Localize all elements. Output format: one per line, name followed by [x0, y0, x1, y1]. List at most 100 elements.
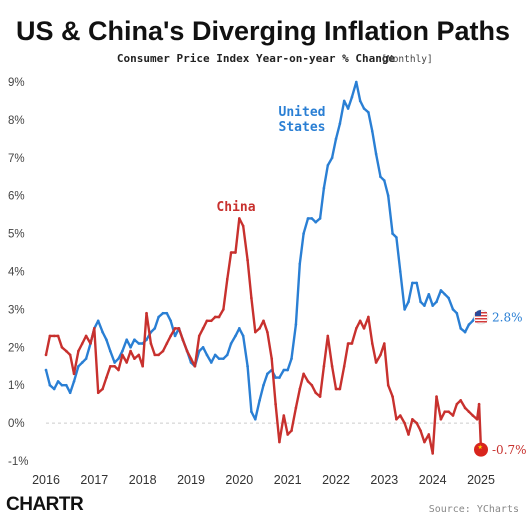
data-point: [395, 236, 398, 239]
series-line-china: [44, 217, 483, 455]
data-point: [367, 111, 370, 114]
x-tick-label: 2016: [32, 473, 60, 487]
data-point: [439, 289, 443, 292]
series-label-line: United: [279, 105, 326, 120]
data-point: [407, 433, 410, 436]
end-value-label-china: -0.7%: [492, 443, 526, 457]
x-tick-label: 2025: [467, 473, 495, 487]
data-point: [398, 270, 402, 273]
data-point: [355, 80, 358, 84]
data-point: [282, 414, 286, 417]
data-point: [411, 281, 414, 285]
end-value-label-united-states: 2.8%: [492, 310, 523, 324]
data-point: [181, 338, 185, 342]
data-point: [125, 361, 129, 364]
y-tick-label: 0%: [8, 418, 25, 430]
data-point: [201, 346, 205, 349]
data-point: [310, 383, 314, 387]
data-point: [451, 308, 455, 311]
data-point: [370, 342, 374, 345]
data-point: [419, 429, 422, 432]
x-tick-label: 2018: [129, 473, 157, 487]
series-line-united-states: [44, 80, 483, 421]
data-point: [133, 338, 136, 342]
data-point: [157, 353, 160, 357]
data-point: [391, 232, 394, 235]
data-point: [210, 361, 213, 364]
data-point: [330, 156, 334, 160]
data-point: [52, 334, 56, 338]
data-point: [302, 372, 305, 376]
data-point: [258, 399, 261, 402]
series-label-united-states: United States: [279, 105, 326, 135]
data-point: [173, 327, 177, 330]
data-point: [101, 330, 104, 334]
data-point: [306, 217, 310, 220]
data-point: [117, 357, 120, 360]
series-endpoints: 2.8% ★ -0.7%: [473, 309, 526, 457]
data-point: [68, 353, 72, 357]
x-tick-label: 2022: [322, 473, 350, 487]
chart-subtitle: Consumer Price Index Year-on-year % Chan…: [117, 52, 396, 65]
series-labels: United States China: [216, 105, 325, 215]
data-point: [108, 364, 112, 368]
data-point: [197, 349, 201, 353]
data-point: [398, 414, 402, 417]
chart-title: US & China's Diverging Inflation Paths: [16, 16, 510, 46]
data-point: [177, 327, 181, 330]
data-point: [241, 224, 245, 228]
data-point: [65, 349, 68, 353]
data-point: [52, 387, 56, 391]
brand-logo-text: CHARTR: [6, 494, 84, 515]
data-point: [229, 251, 233, 254]
data-point: [141, 364, 144, 368]
data-point: [77, 349, 80, 353]
data-point: [290, 429, 293, 432]
data-point: [403, 308, 406, 311]
data-point: [246, 364, 249, 368]
data-point: [210, 319, 213, 323]
data-point: [463, 330, 467, 334]
data-point: [447, 296, 450, 300]
x-tick-label: 2023: [370, 473, 398, 487]
brand-logo: CHARTR: [6, 494, 84, 515]
data-point: [121, 353, 124, 357]
data-point: [145, 311, 148, 315]
data-point: [101, 387, 104, 391]
data-point: [451, 414, 455, 417]
data-point: [157, 315, 160, 319]
data-point: [467, 410, 471, 414]
data-point: [217, 357, 221, 360]
data-point: [125, 338, 129, 342]
data-point: [165, 342, 169, 345]
series-label-line: States: [279, 120, 326, 135]
y-tick-label: 1%: [8, 380, 25, 392]
data-point: [423, 304, 426, 307]
data-point: [346, 107, 350, 110]
data-point: [108, 349, 112, 353]
data-point: [56, 334, 60, 338]
y-tick-label: 7%: [8, 153, 25, 165]
series-points-china: [44, 217, 483, 455]
data-point: [68, 391, 72, 395]
x-tick-label: 2019: [177, 473, 205, 487]
flag-disc: [474, 442, 488, 457]
data-point: [334, 137, 338, 141]
data-point: [44, 368, 48, 372]
data-point: [419, 300, 422, 304]
x-tick-label: 2020: [225, 473, 253, 487]
data-point: [298, 262, 302, 266]
data-point: [213, 315, 217, 319]
data-point: [471, 319, 475, 323]
y-tick-label: 8%: [8, 115, 25, 127]
data-point: [383, 342, 386, 345]
data-point: [193, 364, 197, 368]
data-point: [395, 418, 398, 421]
data-point: [447, 410, 450, 414]
y-axis: 9% 8% 7% 6% 5% 4% 3% 2% 1% 0% -1%: [8, 77, 28, 468]
y-tick-label: 6%: [8, 191, 25, 203]
data-point: [137, 342, 141, 345]
flag-stripe: [475, 320, 487, 323]
data-point: [443, 410, 447, 414]
data-point: [374, 361, 378, 364]
